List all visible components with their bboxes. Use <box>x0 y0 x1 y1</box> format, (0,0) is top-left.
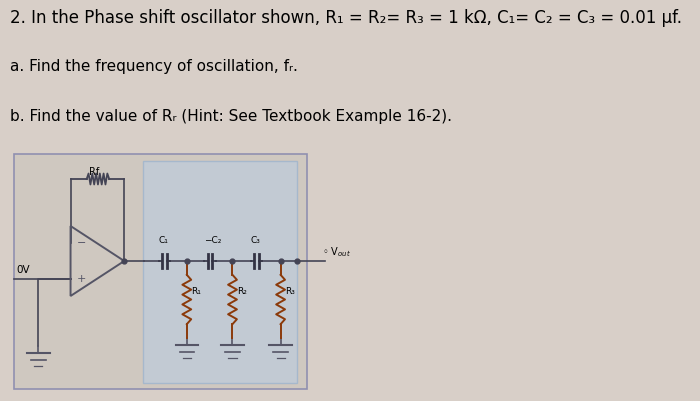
Text: −: − <box>77 238 86 248</box>
Text: C₃: C₃ <box>251 236 261 245</box>
Text: +: + <box>77 274 86 284</box>
Text: R₃: R₃ <box>286 286 295 296</box>
Text: R₁: R₁ <box>192 286 202 296</box>
Text: ◦ V$_{out}$: ◦ V$_{out}$ <box>322 245 351 259</box>
Text: b. Find the value of Rᵣ (Hint: See Textbook Example 16-2).: b. Find the value of Rᵣ (Hint: See Textb… <box>10 109 452 124</box>
Text: a. Find the frequency of oscillation, fᵣ.: a. Find the frequency of oscillation, fᵣ… <box>10 59 298 74</box>
Text: Rf: Rf <box>90 167 99 177</box>
Text: 2. In the Phase shift oscillator shown, R₁ = R₂= R₃ = 1 kΩ, C₁= C₂ = C₃ = 0.01 μ: 2. In the Phase shift oscillator shown, … <box>10 9 682 27</box>
Text: R₂: R₂ <box>237 286 247 296</box>
Bar <box>15 154 307 389</box>
Bar <box>143 161 297 383</box>
Text: 0V: 0V <box>17 265 31 275</box>
Text: −C₂: −C₂ <box>204 236 222 245</box>
Text: C₁: C₁ <box>159 236 169 245</box>
